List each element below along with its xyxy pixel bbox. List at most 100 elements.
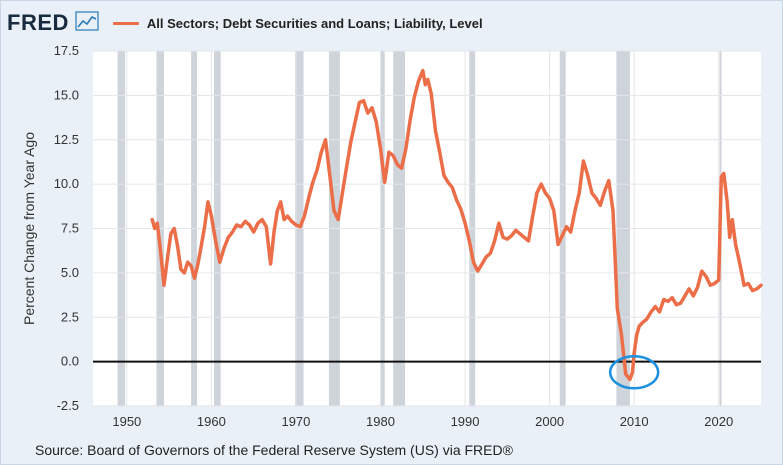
data-point xyxy=(391,154,395,157)
data-point xyxy=(692,294,695,298)
data-point xyxy=(324,138,327,141)
x-tick-label: 1960 xyxy=(197,414,226,429)
data-point xyxy=(189,264,193,267)
data-point xyxy=(683,294,687,298)
data-point xyxy=(159,250,162,253)
data-point xyxy=(666,300,670,303)
data-point xyxy=(370,106,374,110)
data-point xyxy=(239,225,243,228)
data-point xyxy=(227,236,230,239)
data-point xyxy=(734,243,737,246)
data-point xyxy=(616,307,619,310)
data-point xyxy=(645,317,649,321)
data-point xyxy=(214,239,217,243)
data-point xyxy=(294,223,298,227)
data-point xyxy=(578,191,581,195)
chart-header: FRED All Sectors; Debt Securities and Lo… xyxy=(7,9,483,37)
data-point xyxy=(523,236,526,239)
data-point xyxy=(320,150,323,154)
data-point xyxy=(383,181,386,184)
data-point xyxy=(426,78,430,81)
x-tick-label: 1970 xyxy=(281,414,310,429)
data-point xyxy=(179,268,183,271)
data-point xyxy=(235,223,238,227)
data-point xyxy=(611,209,615,212)
data-point xyxy=(759,284,763,287)
data-point xyxy=(489,252,492,255)
data-point xyxy=(379,147,382,150)
data-point xyxy=(468,239,471,243)
data-point xyxy=(375,120,378,124)
fred-logo[interactable]: FRED xyxy=(7,10,69,35)
data-point xyxy=(628,378,632,381)
data-point xyxy=(424,83,427,86)
data-point xyxy=(569,230,572,234)
data-point xyxy=(590,191,594,195)
data-point xyxy=(751,289,754,292)
data-point xyxy=(700,269,704,273)
data-point xyxy=(438,150,441,154)
data-point xyxy=(396,163,399,166)
data-point xyxy=(493,239,496,243)
data-point xyxy=(196,262,200,266)
data-point xyxy=(476,269,479,273)
data-point xyxy=(404,147,408,150)
data-point xyxy=(544,191,547,195)
data-point xyxy=(620,333,623,337)
line-chart: -2.5 0.0 2.5 5.0 7.5 10.0 12.5 15.0 17.5 1950 1960… xyxy=(21,43,763,429)
data-point xyxy=(260,218,264,221)
data-point xyxy=(662,298,665,301)
data-point xyxy=(451,186,454,189)
data-point xyxy=(552,209,556,212)
chart-legend: All Sectors; Debt Securities and Loans; … xyxy=(112,16,483,31)
data-point xyxy=(671,296,674,299)
data-point xyxy=(472,261,475,264)
x-tick-label: 2020 xyxy=(704,414,733,429)
annotation-circle xyxy=(608,355,660,390)
data-point xyxy=(269,262,272,266)
data-point xyxy=(518,232,522,236)
data-point xyxy=(484,255,488,259)
data-point xyxy=(446,181,450,184)
y-axis-label: Percent Change from Year Ago xyxy=(21,132,37,325)
data-point xyxy=(582,159,585,163)
data-point xyxy=(641,321,644,324)
data-point xyxy=(156,221,159,225)
data-point xyxy=(279,200,282,204)
data-point xyxy=(193,277,196,280)
data-point xyxy=(728,236,731,239)
data-point xyxy=(586,174,589,177)
y-tick-label: 17.5 xyxy=(54,43,79,58)
data-point xyxy=(166,257,169,260)
x-tick-label: 2010 xyxy=(620,414,649,429)
data-point xyxy=(290,220,293,223)
y-tick-label: 15.0 xyxy=(54,87,79,102)
y-tick-label: 0.0 xyxy=(61,354,79,369)
data-point xyxy=(400,166,403,170)
data-point xyxy=(742,284,746,287)
data-point xyxy=(631,371,634,374)
data-point xyxy=(353,120,357,124)
data-point xyxy=(573,209,577,212)
x-tick-label: 1950 xyxy=(112,414,141,429)
data-point xyxy=(162,284,166,287)
data-point xyxy=(738,262,742,266)
legend-swatch xyxy=(112,21,139,25)
data-point xyxy=(276,209,279,212)
data-point xyxy=(345,165,348,168)
data-point xyxy=(501,236,505,239)
data-point xyxy=(654,305,657,308)
data-point xyxy=(480,262,484,266)
data-point xyxy=(248,223,251,227)
data-point xyxy=(638,324,641,328)
data-point xyxy=(722,172,725,175)
data-point xyxy=(315,168,319,172)
data-point xyxy=(183,271,186,275)
data-point xyxy=(548,197,551,200)
data-point xyxy=(186,261,189,264)
data-point xyxy=(366,111,370,115)
data-point xyxy=(176,245,179,248)
y-tick-label: 2.5 xyxy=(61,309,79,324)
data-point xyxy=(607,179,610,182)
x-tick-label: 1980 xyxy=(366,414,395,429)
